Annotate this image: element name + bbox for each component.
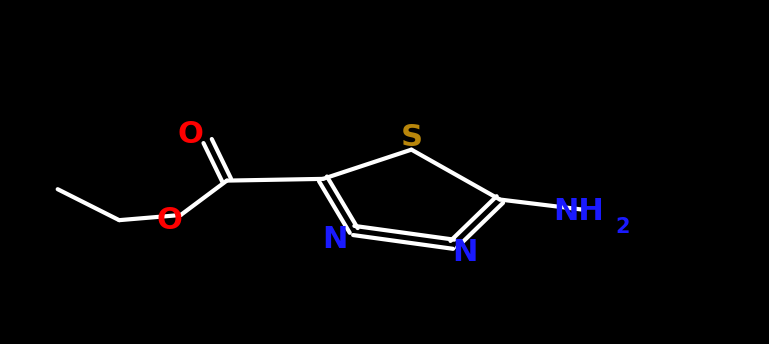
Text: O: O	[178, 120, 204, 149]
Text: O: O	[156, 206, 182, 235]
Text: N: N	[453, 238, 478, 267]
Text: NH: NH	[554, 197, 604, 226]
Text: 2: 2	[615, 217, 630, 237]
Text: N: N	[322, 225, 347, 254]
Text: S: S	[401, 123, 422, 152]
